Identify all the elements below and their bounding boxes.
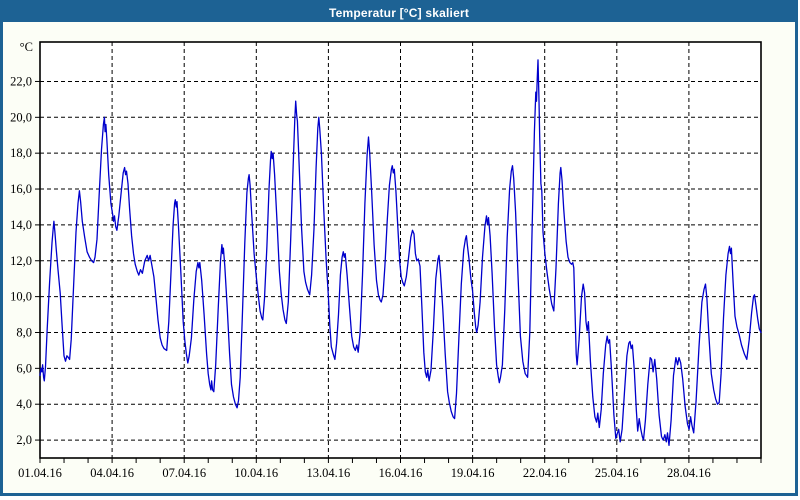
y-tick-label: 4,0 bbox=[16, 397, 32, 411]
y-axis-unit-label: °C bbox=[20, 40, 33, 54]
title-bar[interactable]: Temperatur [°C] skaliert bbox=[3, 3, 795, 22]
x-tick-label: 16.04.16 bbox=[379, 466, 423, 480]
y-tick-label: 6,0 bbox=[16, 361, 32, 375]
y-tick-label: 16,0 bbox=[10, 182, 32, 196]
x-tick-label: 04.04.16 bbox=[90, 466, 134, 480]
plot-border bbox=[39, 41, 762, 459]
y-tick-label: 10,0 bbox=[10, 290, 32, 304]
axis-ticks bbox=[35, 80, 762, 463]
axis-labels: 2,0 4,0 6,0 8,0 10,0 12,0 14,0 16,0 18,0 20,0 22,0… bbox=[10, 40, 711, 480]
x-tick-label: 28.04.16 bbox=[667, 466, 711, 480]
y-tick-label: 8,0 bbox=[16, 325, 32, 339]
x-tick-label: 19.04.16 bbox=[451, 466, 495, 480]
window-title: Temperatur [°C] skaliert bbox=[328, 5, 470, 20]
y-tick-label: 12,0 bbox=[10, 254, 32, 268]
x-tick-label: 22.04.16 bbox=[523, 466, 567, 480]
x-tick-label: 25.04.16 bbox=[595, 466, 639, 480]
y-tick-label: 2,0 bbox=[16, 433, 32, 447]
temperature-series-line[interactable] bbox=[39, 59, 762, 447]
y-tick-label: 18,0 bbox=[10, 146, 32, 160]
x-tick-label: 07.04.16 bbox=[162, 466, 206, 480]
y-tick-label: 14,0 bbox=[10, 218, 32, 232]
x-tick-label: 10.04.16 bbox=[234, 466, 278, 480]
x-tick-label: 13.04.16 bbox=[307, 466, 351, 480]
y-tick-label: 20,0 bbox=[10, 110, 32, 124]
x-tick-label: 01.04.16 bbox=[18, 466, 62, 480]
y-tick-label: 22,0 bbox=[10, 74, 32, 88]
